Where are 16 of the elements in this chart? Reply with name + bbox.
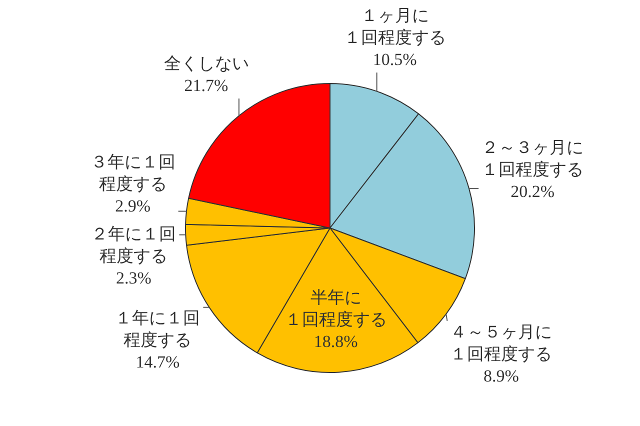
data-label: 8.9%	[484, 366, 519, 386]
data-label: 18.8%	[314, 332, 358, 351]
data-label: 2.9%	[115, 196, 151, 216]
slice-label: 半年に１回程度する	[284, 288, 387, 329]
data-label: 20.2%	[510, 182, 555, 201]
data-label: 14.7%	[136, 352, 180, 372]
slice-label: 全くしない	[164, 54, 249, 73]
data-label: 10.5%	[372, 50, 417, 70]
slice-label: １ヶ月に１回程度する	[344, 6, 446, 48]
slice-label: ２年に１回程度する	[91, 224, 176, 266]
data-label: 2.3%	[116, 268, 152, 288]
slice-label: ３年に１回程度する	[90, 152, 176, 194]
data-label: 21.7%	[184, 76, 228, 95]
slice-label: ４～５ヶ月に１回程度する	[450, 322, 552, 364]
slice-label: １年に１回程度する	[115, 308, 200, 350]
slice-label: ２～３ヶ月に１回程度する	[482, 138, 584, 179]
